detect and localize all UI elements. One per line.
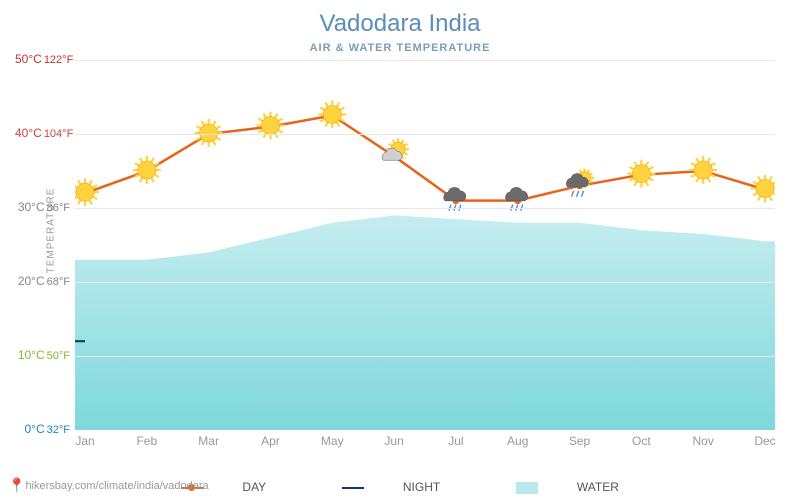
x-tick: Oct bbox=[632, 434, 651, 448]
sun-icon bbox=[133, 156, 161, 184]
legend-night: NIGHT bbox=[324, 480, 459, 494]
x-tick: May bbox=[321, 434, 344, 448]
sun-icon bbox=[257, 112, 285, 140]
cloud-icon bbox=[506, 187, 528, 200]
x-tick: Nov bbox=[693, 434, 714, 448]
source-url: 📍hikersbay.com/climate/india/vadodara bbox=[8, 477, 209, 494]
x-tick: Aug bbox=[507, 434, 528, 448]
sun-icon bbox=[318, 101, 346, 129]
x-tick: Dec bbox=[754, 434, 775, 448]
chart-header: Vadodara India AIR & WATER TEMPERATURE bbox=[0, 0, 800, 56]
day-line bbox=[85, 116, 765, 201]
y-tick: 0°C32°F bbox=[15, 422, 70, 436]
x-tick: Mar bbox=[198, 434, 219, 448]
sun-icon bbox=[627, 160, 655, 188]
chart-subtitle: AIR & WATER TEMPERATURE bbox=[0, 42, 800, 54]
sun-icon bbox=[751, 175, 775, 203]
pin-icon: 📍 bbox=[8, 477, 25, 493]
x-tick: Jul bbox=[448, 434, 463, 448]
sun-icon bbox=[195, 119, 223, 147]
y-tick: 30°C86°F bbox=[15, 200, 70, 214]
x-tick: Jun bbox=[384, 434, 403, 448]
y-tick: 40°C104°F bbox=[15, 126, 70, 140]
legend-water-marker bbox=[516, 482, 538, 494]
water-area bbox=[75, 215, 775, 430]
x-tick: Apr bbox=[261, 434, 280, 448]
x-tick: Sep bbox=[569, 434, 590, 448]
sun-icon bbox=[75, 178, 99, 206]
chart-plot-area: 0°C32°F10°C50°F20°C68°F30°C86°F40°C104°F… bbox=[75, 60, 775, 430]
chart-svg bbox=[75, 60, 775, 430]
y-tick: 20°C68°F bbox=[15, 274, 70, 288]
chart-title: Vadodara India bbox=[0, 10, 800, 38]
x-tick: Jan bbox=[75, 434, 94, 448]
legend-night-marker bbox=[342, 487, 364, 489]
sun-icon bbox=[689, 156, 717, 184]
y-tick: 50°C122°F bbox=[15, 52, 70, 66]
y-tick: 10°C50°F bbox=[15, 348, 70, 362]
cloud-icon bbox=[444, 187, 466, 200]
legend-water: WATER bbox=[498, 480, 637, 494]
x-tick: Feb bbox=[136, 434, 157, 448]
